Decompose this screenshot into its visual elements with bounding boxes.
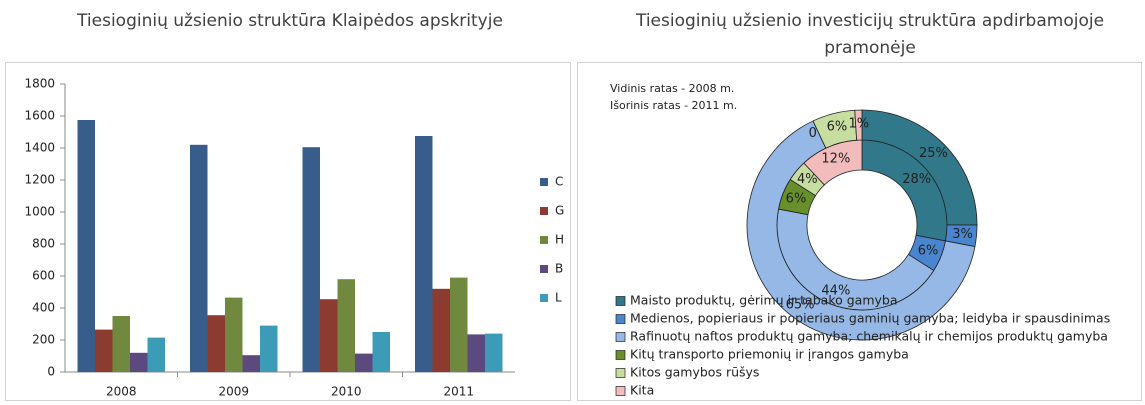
legend-label: B	[555, 262, 563, 276]
bar	[112, 316, 130, 372]
legend-label: L	[555, 291, 562, 305]
bar	[337, 279, 355, 372]
legend-swatch	[540, 178, 548, 186]
legend-label: Kitos gamybos rūšys	[630, 365, 759, 380]
data-label: 1%	[849, 117, 870, 132]
data-label: 3%	[952, 227, 973, 242]
bar	[467, 334, 485, 372]
x-tick-label: 2008	[106, 385, 137, 399]
x-tick-label: 2009	[218, 385, 249, 399]
data-label: 4%	[797, 172, 818, 187]
bar	[485, 333, 503, 372]
y-tick-label: 1200	[24, 173, 55, 187]
legend-swatch	[615, 296, 626, 306]
chart-title: Tiesioginių užsienio struktūra Klaipėdos…	[77, 11, 503, 31]
y-tick-label: 1600	[24, 109, 55, 123]
data-label: 25%	[919, 146, 948, 161]
legend-swatch	[540, 265, 548, 273]
bar	[372, 332, 390, 372]
bar	[242, 355, 260, 372]
bar	[225, 297, 243, 372]
annotation: Išorinis ratas - 2011 m.	[610, 99, 737, 112]
legend-swatch	[540, 207, 548, 215]
donut-segment	[746, 120, 976, 341]
legend-swatch	[615, 314, 626, 324]
data-label: 44%	[821, 284, 850, 299]
y-tick-label: 1800	[24, 77, 55, 91]
donut-segment	[854, 109, 863, 141]
data-label: 65%	[786, 297, 815, 312]
legend-swatch	[540, 236, 548, 244]
annotation: Vidinis ratas - 2008 m.	[610, 82, 734, 95]
bar	[260, 325, 278, 372]
chart-title: Tiesioginių užsienio investicijų struktū…	[635, 11, 1105, 58]
legend-label: C	[555, 175, 563, 189]
legend-label: Kitų transporto priemonių ir įrangos gam…	[630, 347, 909, 362]
bar	[130, 352, 148, 372]
legend-label: G	[555, 204, 564, 218]
y-tick-label: 0	[47, 365, 55, 379]
y-tick-label: 600	[32, 269, 55, 283]
bar	[302, 147, 320, 372]
legend-swatch	[615, 332, 626, 342]
y-tick-label: 1000	[24, 205, 55, 219]
data-label: 28%	[902, 172, 931, 187]
bar	[190, 144, 208, 372]
y-tick-label: 1400	[24, 141, 55, 155]
legend-label: Rafinuotų naftos produktų gamyba; chemik…	[630, 329, 1108, 344]
data-label: 6%	[827, 120, 848, 135]
bar	[95, 329, 113, 372]
data-label: 12%	[821, 151, 850, 166]
legend-label: Medienos, popieriaus ir popieriaus gamin…	[630, 311, 1110, 326]
bar	[77, 120, 95, 372]
bar	[415, 136, 433, 372]
data-label: 6%	[918, 244, 939, 259]
legend-swatch	[615, 386, 626, 396]
y-tick-label: 400	[32, 301, 55, 315]
legend-label: Maisto produktų, gėrimų ir tabako gamyba	[630, 293, 898, 308]
bar	[450, 277, 468, 372]
bar	[432, 288, 450, 372]
y-tick-label: 800	[32, 237, 55, 251]
legend-label: H	[555, 233, 564, 247]
y-tick-label: 200	[32, 333, 55, 347]
bar	[147, 337, 165, 372]
x-tick-label: 2010	[331, 385, 362, 399]
legend-swatch	[540, 294, 548, 302]
legend-swatch	[615, 350, 626, 360]
bar	[320, 299, 338, 372]
legend-swatch	[615, 368, 626, 378]
legend-label: Kita	[630, 383, 654, 398]
bar	[355, 353, 373, 372]
data-label: 6%	[786, 191, 807, 206]
x-tick-label: 2011	[443, 385, 474, 399]
bar	[207, 315, 225, 372]
